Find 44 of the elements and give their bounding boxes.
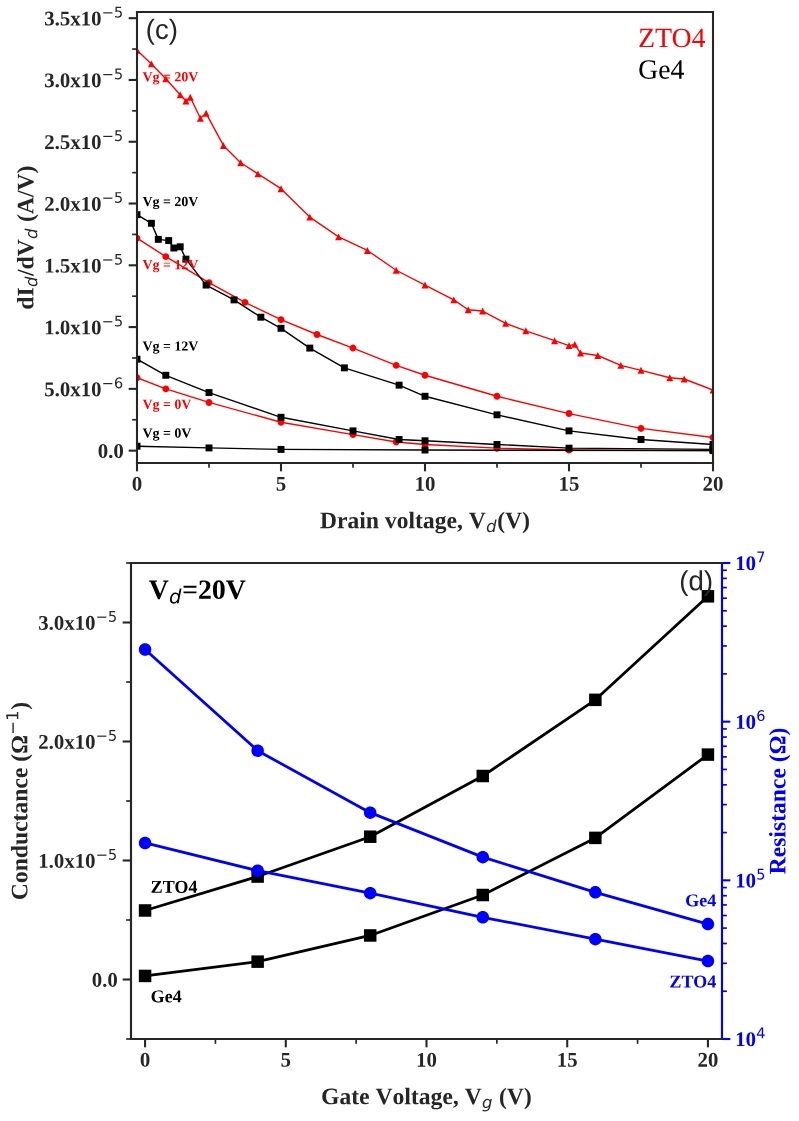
y-tick-label: 1.0x10$^{−5}$ xyxy=(39,849,116,869)
series-label: Vg = 20V xyxy=(142,196,199,210)
x-tick-label: 10 xyxy=(416,476,435,491)
y-tick-label: 2.0x10$^{−5}$ xyxy=(39,730,116,750)
x-tick-label: 5 xyxy=(276,477,286,491)
series-label: Vg = 0V xyxy=(142,399,192,412)
y-axis-title: Conductance (Ω$^{−1}$) xyxy=(6,702,33,900)
y-tick-label: 0.0 xyxy=(98,444,124,459)
series-label: ZTO4 xyxy=(151,880,198,893)
x-tick-label: 20 xyxy=(698,1052,718,1067)
x-tick-label: 15 xyxy=(558,1052,577,1067)
x-axis-title: Gate Voltage, V$_{g}$ (V) xyxy=(322,1087,531,1112)
y2-tick-label: 10$^{5}$ xyxy=(736,868,765,888)
x-axis-title: Drain voltage, V$_{d}$(V) xyxy=(320,511,529,534)
x-tick-label: 0 xyxy=(140,1052,150,1067)
y-tick-label: 1.5x10$^{−5}$ xyxy=(45,253,122,273)
y-tick-label: 2.0x10$^{−5}$ xyxy=(45,192,122,212)
series-label: Ge4 xyxy=(151,990,182,1003)
y2-tick-label: 10$^{7}$ xyxy=(736,551,765,571)
y2-tick-label: 10$^{6}$ xyxy=(736,710,765,730)
y-tick-label: 3.0x10$^{−5}$ xyxy=(45,68,122,88)
annotation: V$_{d}$=20V xyxy=(149,580,246,604)
series-label: ZTO4 xyxy=(670,975,716,988)
y2-axis-title: Resistance (Ω) xyxy=(769,728,791,874)
chart-title: (c) xyxy=(147,18,177,45)
series-label: Ge4 xyxy=(686,894,716,907)
x-tick-label: 15 xyxy=(560,476,579,491)
y-tick-label: 2.5x10$^{−5}$ xyxy=(45,130,122,150)
y-tick-label: 0.0 xyxy=(92,972,118,988)
chart-title: (d) xyxy=(680,570,712,597)
x-tick-label: 0 xyxy=(132,476,142,491)
y-tick-label: 1.0x10$^{−5}$ xyxy=(45,315,122,335)
y-axis-title: dI$_{d}$/dV$_{d}$ (A/V) xyxy=(16,166,39,309)
annotation: Ge4 xyxy=(639,60,684,79)
x-tick-label: 10 xyxy=(417,1052,437,1067)
annotation: ZTO4 xyxy=(639,28,706,48)
series-label: Vg = 0V xyxy=(142,428,192,441)
y-tick-label: 5.0x10$^{−6}$ xyxy=(45,377,123,397)
y2-tick-label: 10$^{4}$ xyxy=(736,1027,765,1047)
series-label: Vg = 12V xyxy=(142,341,199,354)
y-tick-label: 3.0x10$^{−5}$ xyxy=(39,611,116,631)
x-tick-label: 20 xyxy=(703,476,723,491)
y-tick-label: 3.5x10$^{−5}$ xyxy=(45,6,122,26)
x-tick-label: 5 xyxy=(281,1053,291,1067)
